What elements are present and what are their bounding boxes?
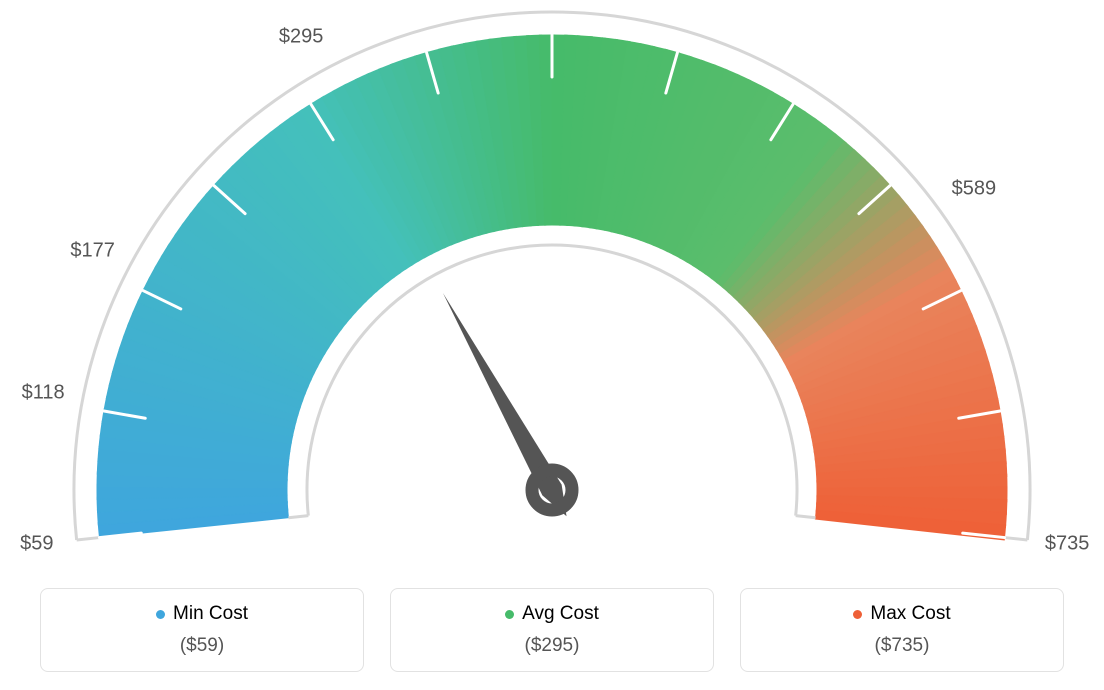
legend-value-min: ($59) (51, 635, 353, 657)
gauge-tick-label: $295 (279, 25, 324, 48)
legend-card-min: Min Cost ($59) (40, 588, 364, 672)
gauge-area: $59$118$177$295$442$589$735 (0, 0, 1104, 560)
legend-title-avg: Avg Cost (505, 603, 599, 625)
gauge-tick-label: $589 (952, 178, 997, 201)
legend-value-max: ($735) (751, 635, 1053, 657)
legend-dot-min (156, 610, 165, 619)
cost-gauge-container: $59$118$177$295$442$589$735 Min Cost ($5… (0, 0, 1104, 690)
legend-label-avg: Avg Cost (522, 603, 599, 625)
gauge-svg (0, 0, 1104, 560)
legend-card-avg: Avg Cost ($295) (390, 588, 714, 672)
legend-card-max: Max Cost ($735) (740, 588, 1064, 672)
gauge-tick-label: $735 (1045, 533, 1090, 556)
legend-label-max: Max Cost (870, 603, 950, 625)
gauge-tick-label: $118 (22, 382, 65, 405)
legend-title-max: Max Cost (853, 603, 950, 625)
legend-label-min: Min Cost (173, 603, 248, 625)
legend-dot-max (853, 610, 862, 619)
legend-row: Min Cost ($59) Avg Cost ($295) Max Cost … (40, 588, 1064, 672)
legend-value-avg: ($295) (401, 635, 703, 657)
legend-title-min: Min Cost (156, 603, 248, 625)
legend-dot-avg (505, 610, 514, 619)
gauge-tick-label: $177 (70, 239, 115, 262)
gauge-tick-label: $59 (20, 533, 53, 556)
